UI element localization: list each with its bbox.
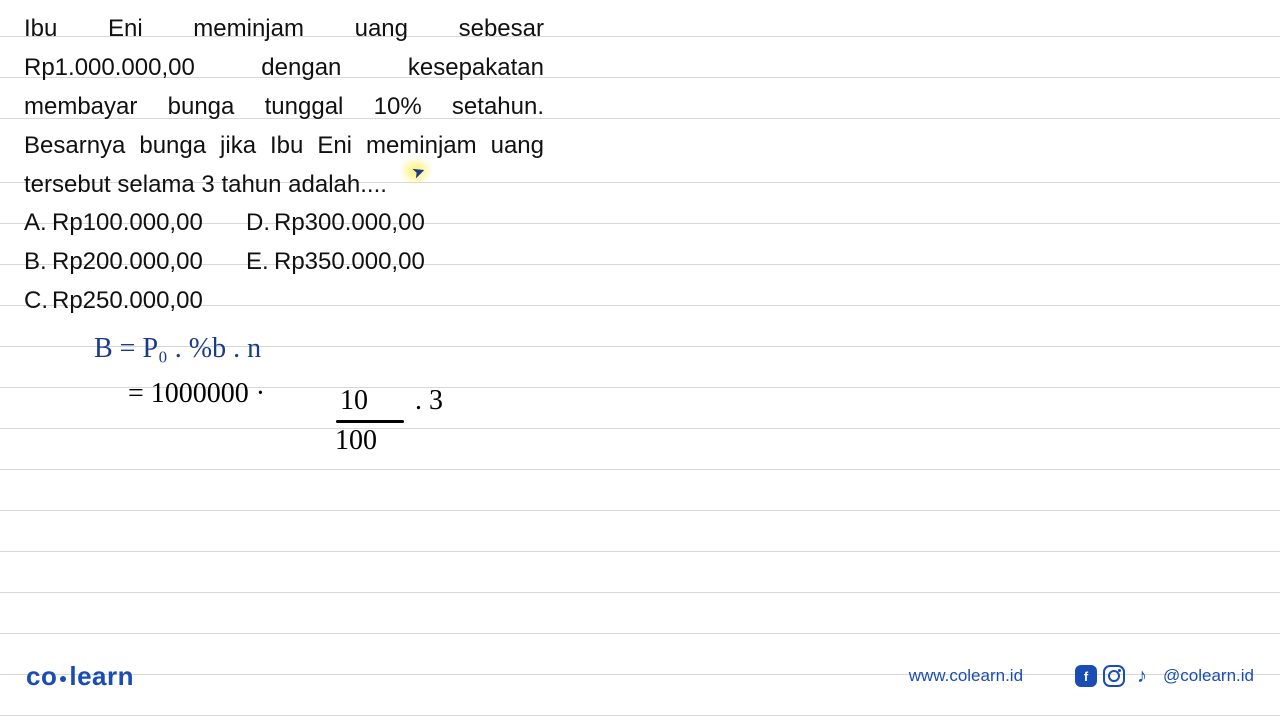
social-icons: f ♪ @colearn.id (1075, 665, 1254, 687)
tiktok-icon: ♪ (1131, 665, 1153, 687)
option-b: B.Rp200.000,00 (24, 243, 246, 282)
facebook-icon: f (1075, 665, 1097, 687)
handwriting-formula: B = P₀ . %b . n (94, 333, 261, 365)
brand-logo: co learn (26, 661, 134, 692)
option-a: A.Rp100.000,00 (24, 204, 246, 243)
option-d: D.Rp300.000,00 (246, 204, 425, 243)
answer-options: A.Rp100.000,00 B.Rp200.000,00 C.Rp250.00… (24, 204, 564, 321)
question-text: Ibu Eni meminjam uang sebesar Rp1.000.00… (24, 10, 544, 204)
content-area: Ibu Eni meminjam uang sebesar Rp1.000.00… (24, 10, 1256, 321)
logo-dot-icon (60, 676, 66, 682)
handwriting-fraction-bar (336, 420, 404, 423)
website-url: www.colearn.id (909, 666, 1023, 686)
footer: co learn www.colearn.id f ♪ @colearn.id (26, 656, 1254, 696)
instagram-icon (1103, 665, 1125, 687)
handwriting-substitution-left: = 1000000 · (128, 378, 265, 410)
social-handle: @colearn.id (1163, 666, 1254, 686)
handwriting-times-three: . 3 (415, 385, 443, 417)
option-e: E.Rp350.000,00 (246, 243, 425, 282)
handwriting-fraction-denominator: 100 (335, 425, 377, 457)
logo-part1: co (26, 661, 57, 692)
handwriting-fraction-numerator: 10 (340, 385, 368, 417)
logo-part2: learn (69, 661, 134, 692)
option-c: C.Rp250.000,00 (24, 282, 246, 321)
